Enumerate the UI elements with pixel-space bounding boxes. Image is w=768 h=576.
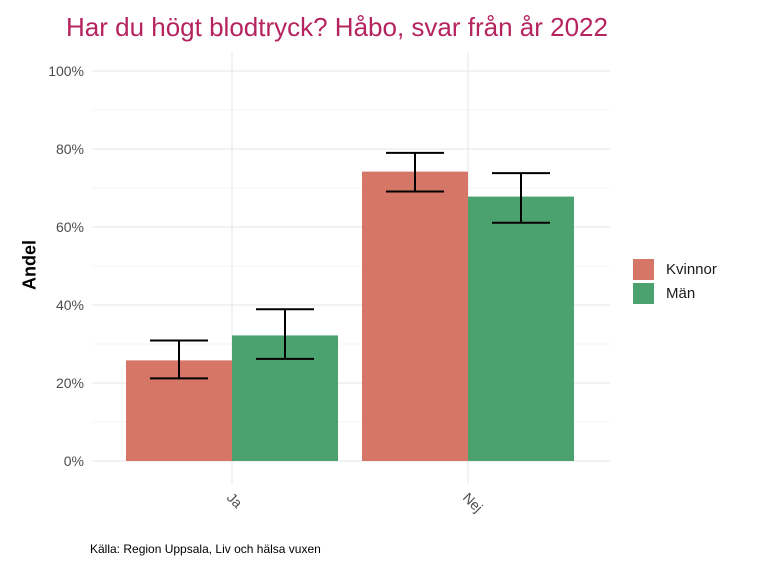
- source-caption: Källa: Region Uppsala, Liv och hälsa vux…: [90, 542, 321, 556]
- legend-item-kvinnor: Kvinnor: [633, 257, 717, 281]
- y-tick-label: 100%: [48, 63, 84, 79]
- chart-title: Har du högt blodtryck? Håbo, svar från å…: [66, 12, 608, 42]
- legend-label-man: Män: [666, 284, 696, 302]
- x-tick-label: Ja: [224, 489, 246, 511]
- bar-man-nej: [468, 196, 574, 461]
- legend-item-man: Män: [633, 281, 717, 305]
- y-tick-label: 20%: [56, 375, 84, 391]
- y-tick-label: 80%: [56, 141, 84, 157]
- y-tick-label: 40%: [56, 297, 84, 313]
- legend-swatch-man: [633, 282, 654, 304]
- legend-swatch-kvinnor: [633, 258, 654, 280]
- y-tick-label: 0%: [64, 453, 84, 469]
- x-tick-label: Nej: [460, 489, 486, 515]
- y-tick-label: 60%: [56, 219, 84, 235]
- bar-kvinnor-nej: [362, 171, 468, 461]
- legend-label-kvinnor: Kvinnor: [666, 260, 717, 278]
- legend: Kvinnor Män: [633, 257, 717, 305]
